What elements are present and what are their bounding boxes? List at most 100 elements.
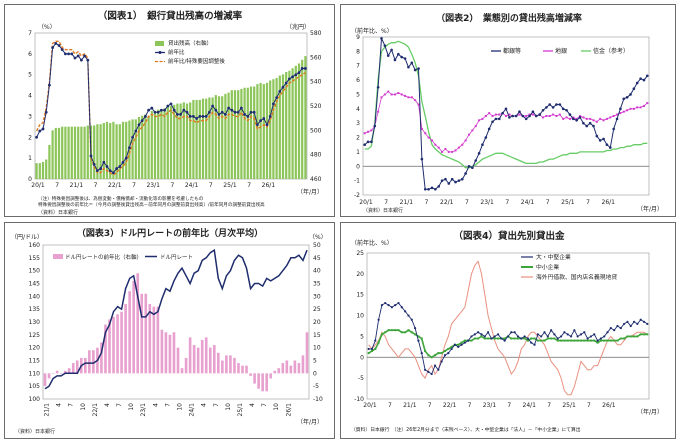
bar-loan-balance	[118, 124, 121, 179]
point-sme	[483, 337, 486, 340]
point-city-banks	[464, 172, 467, 175]
bar-usdjpy-yoy	[208, 347, 212, 374]
point-sme	[513, 337, 516, 340]
bar-usdjpy-yoy	[164, 332, 168, 374]
point-city-banks	[625, 96, 629, 99]
bar-loan-balance	[141, 115, 144, 179]
line-usdjpy	[44, 248, 308, 390]
point-city-banks	[518, 110, 521, 113]
bar-loan-balance	[45, 159, 48, 179]
point-sme	[603, 339, 606, 342]
point-regional-banks	[410, 96, 413, 99]
point-sme	[503, 337, 506, 340]
bar-usdjpy-yoy	[277, 368, 281, 374]
point-sme	[616, 339, 619, 342]
point-regional-banks	[565, 116, 568, 119]
bar-usdjpy-yoy	[229, 355, 232, 374]
point-yoy	[249, 110, 253, 114]
x-tick-label: 23/1	[483, 402, 497, 409]
point-city-banks	[635, 81, 639, 85]
bar-usdjpy-yoy	[51, 373, 55, 374]
point-yoy	[243, 112, 247, 116]
point-large-firms	[374, 339, 377, 342]
right-tick-label: 560	[310, 54, 322, 61]
x-tick-label: 7	[507, 402, 511, 409]
point-city-banks	[437, 185, 441, 188]
point-yoy	[166, 104, 170, 108]
point-city-banks	[551, 106, 555, 109]
left-tick-label: 1	[28, 155, 32, 162]
bar-usdjpy-yoy	[273, 370, 277, 374]
bar-usdjpy-yoy	[180, 368, 184, 374]
point-regional-banks	[393, 93, 396, 96]
point-regional-banks	[636, 106, 639, 109]
point-city-banks	[373, 124, 377, 128]
bar-loan-balance	[269, 80, 272, 179]
point-yoy	[195, 117, 199, 120]
point-sme	[390, 329, 393, 332]
right-tick-label: 30	[313, 293, 321, 300]
point-large-firms	[573, 329, 576, 332]
point-yoy	[172, 108, 176, 112]
bar-usdjpy-yoy	[92, 350, 95, 374]
x-tick-label: 23/1	[140, 403, 147, 417]
right-tick-label: 20	[313, 319, 321, 326]
bar-loan-balance	[230, 90, 233, 179]
point-large-firms	[473, 333, 476, 336]
point-regional-banks	[579, 115, 582, 117]
bar-loan-balance	[115, 124, 118, 179]
point-city-banks	[383, 44, 387, 47]
point-large-firms	[503, 339, 506, 342]
point-sme	[510, 337, 513, 340]
bar-usdjpy-yoy	[261, 373, 264, 392]
left-tick-label: 145	[29, 281, 41, 288]
x-tick-label: 22/1	[440, 199, 454, 206]
x-tick-label: 7	[116, 403, 123, 407]
point-large-firms	[493, 335, 496, 338]
bar-usdjpy-yoy	[204, 337, 208, 374]
legend-swatch-bar	[155, 41, 164, 46]
point-regional-banks	[531, 113, 534, 116]
point-city-banks	[571, 117, 575, 121]
x-tick-label: 7	[68, 403, 75, 407]
point-sme	[576, 339, 579, 342]
point-yoy	[240, 106, 243, 110]
point-yoy	[48, 83, 51, 87]
point-yoy	[214, 108, 218, 112]
bar-loan-balance	[153, 110, 157, 179]
point-regional-banks	[447, 150, 450, 153]
point-large-firms	[450, 347, 453, 351]
point-large-firms	[559, 335, 563, 338]
point-yoy	[137, 123, 141, 127]
point-regional-banks	[612, 115, 615, 117]
bar-usdjpy-yoy	[233, 357, 236, 374]
bar-loan-balance	[278, 75, 281, 179]
point-city-banks	[619, 107, 622, 111]
point-yoy	[252, 110, 256, 114]
point-yoy	[304, 67, 307, 70]
bar-usdjpy-yoy	[245, 365, 248, 374]
point-regional-banks	[430, 139, 433, 142]
bar-usdjpy-yoy	[67, 368, 71, 374]
x-tick-label: 10	[225, 403, 232, 411]
y-tick-label: -10	[354, 396, 364, 403]
point-large-firms	[589, 335, 593, 338]
point-yoy	[268, 115, 272, 118]
point-large-firms	[642, 320, 646, 323]
point-sme	[420, 337, 423, 340]
x-tick-label: 20/1	[359, 199, 373, 206]
point-sme	[516, 337, 519, 340]
point-city-banks	[403, 57, 407, 60]
bar-loan-balance	[38, 163, 41, 179]
point-yoy	[73, 56, 77, 60]
point-sme	[523, 337, 526, 340]
bar-loan-balance	[195, 99, 198, 179]
x-tick-label: 7	[425, 199, 429, 206]
point-city-banks	[548, 103, 552, 106]
bar-usdjpy-yoy	[293, 360, 297, 374]
bar-loan-balance	[166, 106, 169, 179]
point-city-banks	[420, 157, 424, 161]
x-tick-label: 10	[273, 403, 280, 411]
point-sme	[463, 339, 466, 342]
point-regional-banks	[602, 119, 605, 122]
